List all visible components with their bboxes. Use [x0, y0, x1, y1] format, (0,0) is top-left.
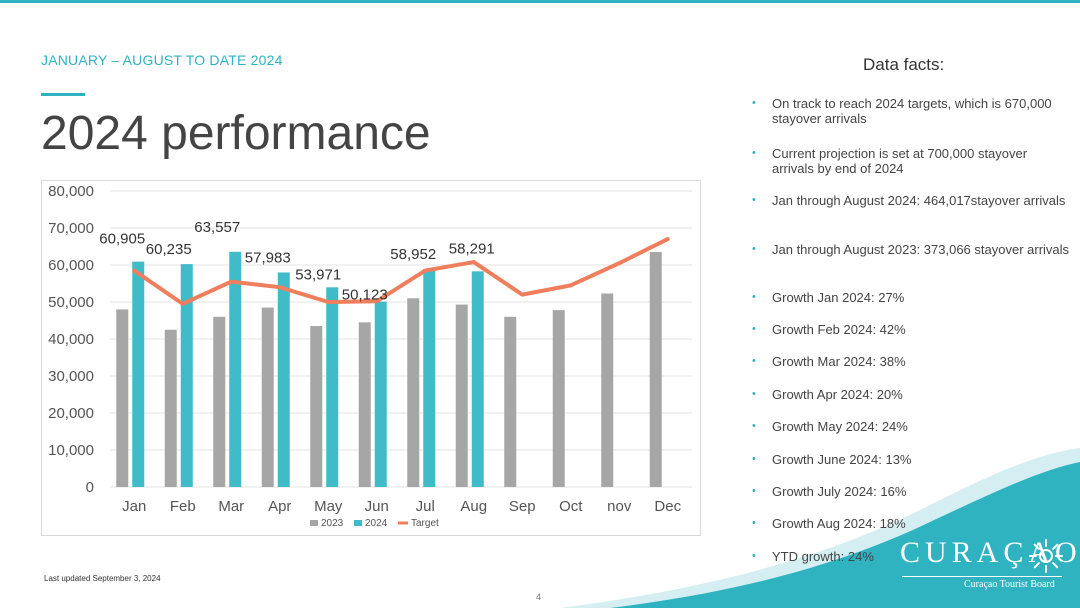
bar-2023: [407, 298, 420, 487]
facts-title: Data facts:: [863, 55, 945, 74]
fact-text: Growth May 2024: 24%: [772, 419, 908, 434]
data-label: 50,123: [342, 287, 388, 304]
bar-2023: [310, 326, 323, 487]
bullet-icon: •: [752, 243, 756, 255]
logo-tagline: Curaçao Tourist Board: [964, 579, 1055, 590]
fact-text: Jan through August 2024: 464,017stayover…: [772, 193, 1066, 208]
x-tick-label: Feb: [170, 498, 196, 515]
data-label: 58,291: [449, 240, 495, 257]
page-number: 4: [536, 592, 542, 602]
slide-title: 2024 performance: [41, 107, 431, 160]
bullet-icon: •: [752, 147, 756, 159]
bar-2023: [455, 304, 468, 487]
bar-2023: [552, 310, 565, 487]
fact-text: Growth July 2024: 16%: [772, 484, 907, 499]
bar-2023: [649, 252, 662, 487]
bullet-icon: •: [752, 517, 756, 529]
bar-2023: [213, 316, 226, 487]
legend-swatch-2024: [354, 520, 362, 526]
legend-swatch-2023: [310, 520, 318, 526]
y-tick-label: 60,000: [48, 257, 94, 274]
x-tick-label: May: [314, 498, 343, 515]
bullet-icon: •: [752, 97, 756, 109]
y-tick-label: 10,000: [48, 442, 94, 459]
x-tick-label: Dec: [654, 498, 681, 515]
chart-svg: 0 10,000 20,000 30,000 40,000 50,000 60,000 70,…: [48, 183, 692, 529]
bar-2024: [277, 272, 290, 487]
legend-label-target: Target: [411, 518, 439, 529]
fact-text: On track to reach 2024 targets, which is…: [772, 96, 1052, 126]
bullet-icon: •: [752, 194, 756, 206]
bar-2023: [358, 322, 371, 487]
y-tick-label: 0: [86, 479, 94, 496]
x-tick-label: Sep: [509, 498, 536, 515]
bar-2024: [229, 251, 242, 487]
fact-text: Growth Feb 2024: 42%: [772, 322, 906, 337]
data-label: 63,557: [194, 219, 240, 236]
bar-2024: [180, 264, 193, 487]
x-tick-label: Oct: [559, 498, 583, 515]
x-tick-label: Jun: [365, 498, 389, 515]
y-tick-label: 50,000: [48, 294, 94, 311]
x-tick-label: Apr: [268, 498, 291, 515]
curacao-logo: CURAÇAO Curaçao Tourist Board: [900, 536, 1077, 596]
x-tick-label: Aug: [460, 498, 487, 515]
bar-2023: [601, 293, 614, 487]
logo-rule: [902, 576, 1062, 577]
bar-2024: [423, 268, 436, 487]
logo-wordmark: CURAÇAO: [900, 536, 1080, 569]
bar-2024: [374, 301, 387, 487]
y-tick-label: 30,000: [48, 368, 94, 385]
fact-text: YTD growth: 24%: [772, 549, 874, 564]
data-label: 53,971: [295, 266, 341, 283]
data-label: 60,905: [99, 231, 145, 248]
bar-2023: [261, 307, 274, 487]
bar-2023: [164, 329, 177, 487]
fact-text: Current projection is set at 700,000 sta…: [772, 146, 1028, 176]
fact-text: Growth Apr 2024: 20%: [772, 387, 903, 402]
bar-2023: [116, 309, 129, 487]
bullet-icon: •: [752, 485, 756, 497]
title-accent-line: [41, 93, 85, 96]
bullet-icon: •: [752, 323, 756, 335]
data-label: 60,235: [146, 241, 192, 258]
legend-label-2024: 2024: [365, 518, 388, 529]
fact-text: Growth Mar 2024: 38%: [772, 354, 906, 369]
bar-2024: [471, 271, 484, 487]
bar-2024: [132, 261, 145, 487]
x-tick-label: nov: [607, 498, 632, 515]
bullet-icon: •: [752, 420, 756, 432]
x-tick-label: Mar: [218, 498, 244, 515]
target-line: [132, 237, 670, 306]
bar-2023: [504, 316, 517, 487]
y-tick-label: 40,000: [48, 331, 94, 348]
bullet-icon: •: [752, 355, 756, 367]
data-label: 58,952: [390, 246, 436, 263]
bullet-icon: •: [752, 388, 756, 400]
y-tick-label: 70,000: [48, 220, 94, 237]
fact-text: Growth Jan 2024: 27%: [772, 290, 905, 305]
sun-icon: [1029, 539, 1063, 573]
x-tick-label: Jan: [122, 498, 146, 515]
fact-text: Jan through August 2023: 373,066 stayove…: [772, 242, 1070, 257]
bullet-icon: •: [752, 291, 756, 303]
bullet-icon: •: [752, 550, 756, 562]
y-tick-label: 20,000: [48, 405, 94, 422]
fact-text: Growth June 2024: 13%: [772, 452, 912, 467]
bullet-icon: •: [752, 453, 756, 465]
fact-text: Growth Aug 2024: 18%: [772, 516, 906, 531]
legend-label-2023: 2023: [321, 518, 344, 529]
x-tick-label: Jul: [416, 498, 435, 515]
data-label: 57,983: [245, 249, 291, 266]
y-tick-label: 80,000: [48, 183, 94, 200]
top-accent-bar: [0, 0, 1080, 3]
slide-subtitle: JANUARY – AUGUST TO DATE 2024: [41, 52, 283, 68]
performance-chart: 0 10,000 20,000 30,000 40,000 50,000 60,000 70,…: [41, 180, 701, 536]
last-updated-note: Last updated September 3, 2024: [44, 574, 161, 583]
bar-2024: [326, 287, 339, 487]
